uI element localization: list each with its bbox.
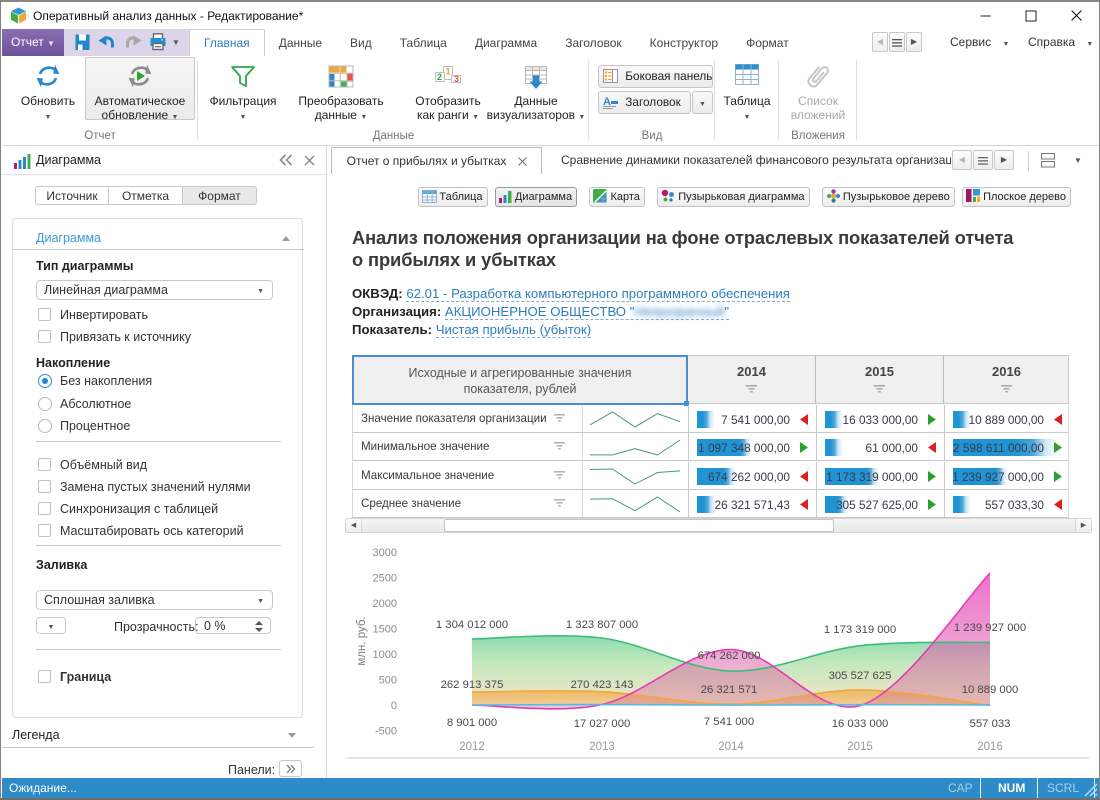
svg-text:1: 1 [445,67,450,77]
svg-text:10 889 000: 10 889 000 [962,684,1019,696]
svg-text:1 304 012 000: 1 304 012 000 [436,619,508,631]
svg-text:2: 2 [437,72,442,82]
svg-text:1 239 927 000: 1 239 927 000 [954,622,1026,634]
svg-text:17 027 000: 17 027 000 [574,718,631,730]
svg-text:3000: 3000 [373,547,397,559]
svg-text:674 262 000: 674 262 000 [698,650,761,662]
svg-text:26 321 571: 26 321 571 [701,684,758,696]
svg-text:1500: 1500 [373,624,397,636]
svg-text:557 033: 557 033 [970,718,1011,730]
svg-text:270 423 143: 270 423 143 [571,679,634,691]
svg-text:0: 0 [391,700,397,712]
svg-text:8 901 000: 8 901 000 [447,717,497,729]
svg-text:500: 500 [379,675,397,687]
svg-text:2014: 2014 [718,741,744,753]
svg-text:2013: 2013 [589,741,615,753]
svg-text:16 033 000: 16 033 000 [832,718,889,730]
svg-text:2016: 2016 [977,741,1003,753]
svg-text:A: A [603,96,611,108]
svg-text:2015: 2015 [847,741,873,753]
svg-text:3: 3 [454,74,459,84]
svg-text:-500: -500 [375,726,397,738]
svg-text:7 541 000: 7 541 000 [704,716,754,728]
svg-text:2012: 2012 [459,741,485,753]
svg-text:млн. руб.: млн. руб. [356,616,368,665]
svg-text:1 173 319 000: 1 173 319 000 [824,624,896,636]
svg-text:2000: 2000 [373,598,397,610]
svg-text:262 913 375: 262 913 375 [441,679,504,691]
svg-text:2500: 2500 [373,573,397,585]
svg-text:1 323 807 000: 1 323 807 000 [566,619,638,631]
svg-text:305 527 625: 305 527 625 [829,670,892,682]
svg-text:1000: 1000 [373,649,397,661]
